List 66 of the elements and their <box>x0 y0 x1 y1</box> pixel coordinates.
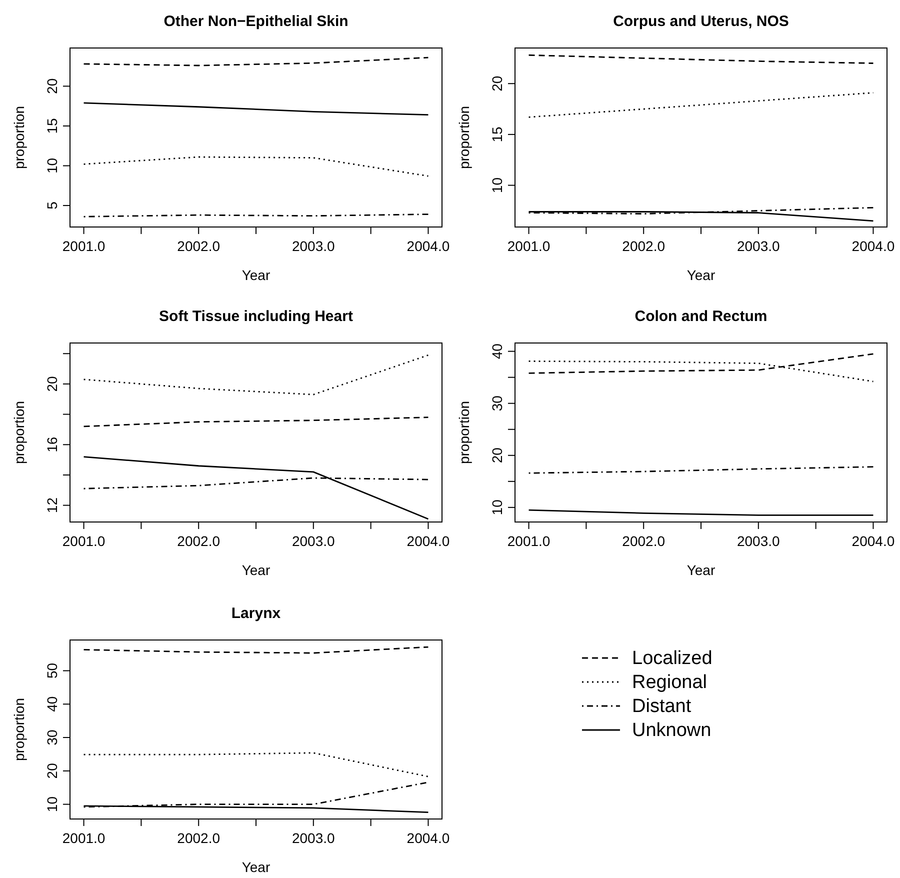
x-tick-label: 2003.0 <box>736 238 780 254</box>
y-tick-label: 20 <box>489 76 505 92</box>
y-tick-label: 40 <box>489 343 505 360</box>
x-tick-label: 2004.0 <box>406 830 450 846</box>
line-series <box>83 646 429 654</box>
legend-label: Distant <box>632 696 692 717</box>
y-axis-title: proportion <box>456 106 472 170</box>
x-tick-label: 2001.0 <box>507 533 550 549</box>
y-tick-label: 12 <box>44 497 60 514</box>
y-tick-label: 20 <box>44 376 60 392</box>
y-tick-label: 16 <box>44 436 60 452</box>
y-tick-label: 10 <box>489 499 505 516</box>
line-series <box>528 54 874 64</box>
y-tick-label: 30 <box>44 730 60 746</box>
x-tick-label: 2001.0 <box>507 238 550 254</box>
x-tick-label: 2003.0 <box>292 533 336 549</box>
chart-title: Soft Tissue including Heart <box>159 308 353 325</box>
y-tick-label: 5 <box>44 201 60 210</box>
y-tick-label: 50 <box>44 662 60 679</box>
line-series <box>83 56 429 66</box>
x-tick-label: 2002.0 <box>177 533 220 549</box>
y-tick-label: 15 <box>489 126 505 142</box>
x-tick-label: 2002.0 <box>177 238 220 254</box>
y-tick-label: 15 <box>44 118 60 134</box>
y-axis-title: proportion <box>456 400 472 464</box>
line-series <box>83 354 429 396</box>
x-tick-label: 2001.0 <box>62 830 106 846</box>
chart-title: Corpus and Uterus, NOS <box>613 13 789 30</box>
x-tick-label: 2003.0 <box>292 830 336 846</box>
x-tick-label: 2002.0 <box>622 533 666 549</box>
y-tick-label: 20 <box>44 78 60 94</box>
x-axis-title: Year <box>242 859 270 875</box>
x-tick-label: 2003.0 <box>736 533 780 549</box>
x-tick-label: 2002.0 <box>177 830 220 846</box>
x-tick-label: 2001.0 <box>62 238 106 254</box>
y-axis-title: proportion <box>11 400 27 464</box>
legend-label: Localized <box>632 648 712 669</box>
line-series <box>83 416 429 428</box>
legend-label: Unknown <box>632 720 712 741</box>
x-axis-title: Year <box>686 562 716 578</box>
y-tick-label: 10 <box>489 177 505 194</box>
y-tick-label: 20 <box>44 762 60 779</box>
legend-label: Regional <box>632 672 707 693</box>
y-tick-label: 30 <box>489 395 505 412</box>
x-tick-label: 2003.0 <box>292 238 336 254</box>
chart-title: Larynx <box>231 605 282 622</box>
line-series <box>83 156 429 177</box>
x-tick-label: 2004.0 <box>852 238 895 254</box>
x-tick-label: 2004.0 <box>406 238 450 254</box>
x-tick-label: 2002.0 <box>622 238 666 254</box>
chart-title: Colon and Rectum <box>634 308 768 325</box>
y-tick-label: 20 <box>489 447 505 464</box>
y-tick-label: 40 <box>44 696 60 712</box>
line-series <box>528 466 874 474</box>
x-tick-label: 2004.0 <box>406 533 450 549</box>
y-tick-label: 10 <box>44 158 60 174</box>
line-series <box>83 102 429 116</box>
x-tick-label: 2001.0 <box>62 533 106 549</box>
y-axis-title: proportion <box>11 698 27 762</box>
x-axis-title: Year <box>242 562 270 578</box>
x-axis-title: Year <box>686 267 716 283</box>
chart-title: Other Non−Epithelial Skin <box>164 13 348 30</box>
x-axis-title: Year <box>242 267 270 283</box>
x-tick-label: 2004.0 <box>852 533 895 549</box>
y-axis-title: proportion <box>11 106 27 170</box>
y-tick-label: 10 <box>44 796 60 812</box>
